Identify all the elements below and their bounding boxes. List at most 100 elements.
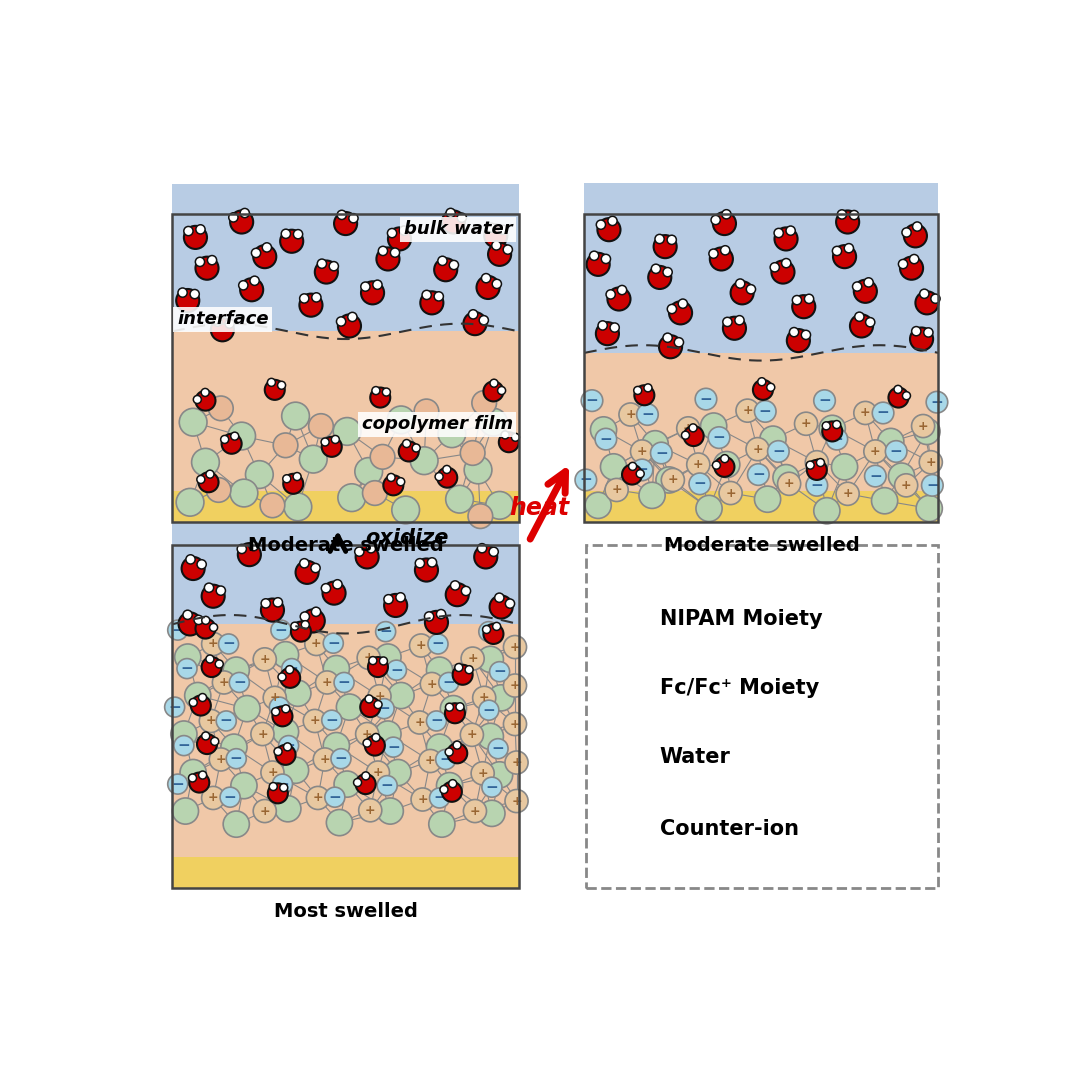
- Circle shape: [753, 380, 773, 400]
- Circle shape: [189, 699, 198, 706]
- Circle shape: [437, 256, 447, 266]
- Circle shape: [211, 319, 234, 341]
- Circle shape: [607, 287, 631, 311]
- Circle shape: [245, 461, 273, 488]
- Circle shape: [440, 785, 448, 794]
- Circle shape: [854, 280, 877, 302]
- Circle shape: [400, 226, 408, 235]
- Circle shape: [206, 477, 231, 502]
- Circle shape: [216, 711, 237, 731]
- Circle shape: [474, 545, 497, 568]
- Circle shape: [472, 391, 497, 416]
- Circle shape: [284, 494, 312, 521]
- Text: +: +: [312, 792, 323, 805]
- Circle shape: [460, 441, 485, 465]
- Text: +: +: [860, 406, 870, 419]
- Circle shape: [585, 492, 611, 518]
- Circle shape: [252, 248, 260, 257]
- Circle shape: [363, 739, 372, 747]
- Circle shape: [231, 772, 257, 799]
- Circle shape: [616, 603, 646, 634]
- Circle shape: [770, 262, 780, 272]
- Circle shape: [617, 759, 627, 770]
- Text: +: +: [216, 753, 226, 766]
- Circle shape: [653, 235, 677, 258]
- Text: −: −: [636, 462, 648, 477]
- Circle shape: [773, 464, 799, 490]
- Circle shape: [278, 673, 286, 681]
- Circle shape: [305, 633, 328, 656]
- Circle shape: [224, 657, 249, 684]
- Circle shape: [806, 461, 814, 469]
- Text: +: +: [426, 755, 435, 768]
- Circle shape: [669, 301, 692, 324]
- Text: +: +: [362, 728, 373, 741]
- Circle shape: [370, 445, 395, 469]
- Bar: [173, 545, 518, 888]
- Circle shape: [696, 496, 723, 522]
- Circle shape: [663, 333, 672, 342]
- Circle shape: [354, 548, 364, 556]
- Circle shape: [195, 257, 218, 280]
- Circle shape: [180, 759, 206, 785]
- Circle shape: [681, 431, 689, 440]
- Circle shape: [272, 718, 299, 745]
- Circle shape: [190, 289, 200, 299]
- Circle shape: [438, 673, 459, 692]
- Circle shape: [735, 400, 759, 422]
- Text: −: −: [220, 714, 232, 729]
- Circle shape: [202, 657, 221, 677]
- Circle shape: [272, 774, 293, 794]
- Circle shape: [220, 787, 240, 807]
- Circle shape: [427, 657, 453, 684]
- Circle shape: [767, 383, 774, 391]
- Circle shape: [240, 279, 264, 301]
- Text: −: −: [378, 701, 391, 716]
- Circle shape: [167, 774, 188, 794]
- Text: −: −: [752, 467, 765, 482]
- Circle shape: [268, 783, 288, 804]
- Circle shape: [226, 748, 246, 769]
- Circle shape: [623, 675, 650, 701]
- Text: −: −: [381, 778, 393, 793]
- Circle shape: [285, 665, 294, 674]
- Circle shape: [801, 330, 811, 339]
- Circle shape: [786, 226, 795, 235]
- Circle shape: [833, 420, 840, 429]
- Circle shape: [489, 595, 513, 619]
- Circle shape: [238, 543, 261, 566]
- Circle shape: [636, 470, 644, 477]
- Text: +: +: [683, 422, 693, 435]
- Circle shape: [334, 418, 361, 445]
- Circle shape: [377, 247, 400, 270]
- Circle shape: [272, 706, 293, 727]
- Circle shape: [689, 473, 711, 495]
- Text: +: +: [637, 445, 647, 458]
- Circle shape: [186, 555, 195, 564]
- Circle shape: [575, 469, 596, 490]
- Circle shape: [338, 314, 361, 337]
- Text: +: +: [467, 728, 477, 741]
- Circle shape: [447, 743, 468, 764]
- Circle shape: [230, 480, 258, 507]
- Text: −: −: [168, 700, 181, 715]
- Bar: [173, 184, 518, 332]
- Circle shape: [445, 703, 454, 711]
- Circle shape: [178, 612, 202, 635]
- Circle shape: [478, 622, 499, 642]
- Text: −: −: [177, 738, 190, 753]
- Circle shape: [606, 674, 634, 702]
- Circle shape: [629, 462, 636, 471]
- Text: −: −: [624, 821, 637, 836]
- Circle shape: [491, 241, 501, 251]
- Circle shape: [720, 455, 729, 462]
- Text: −: −: [430, 714, 443, 729]
- Circle shape: [424, 611, 448, 634]
- Circle shape: [793, 296, 801, 305]
- Text: +: +: [918, 419, 929, 433]
- Circle shape: [921, 474, 943, 496]
- Circle shape: [889, 388, 908, 407]
- Circle shape: [374, 701, 382, 708]
- Circle shape: [916, 496, 943, 522]
- Circle shape: [282, 402, 309, 430]
